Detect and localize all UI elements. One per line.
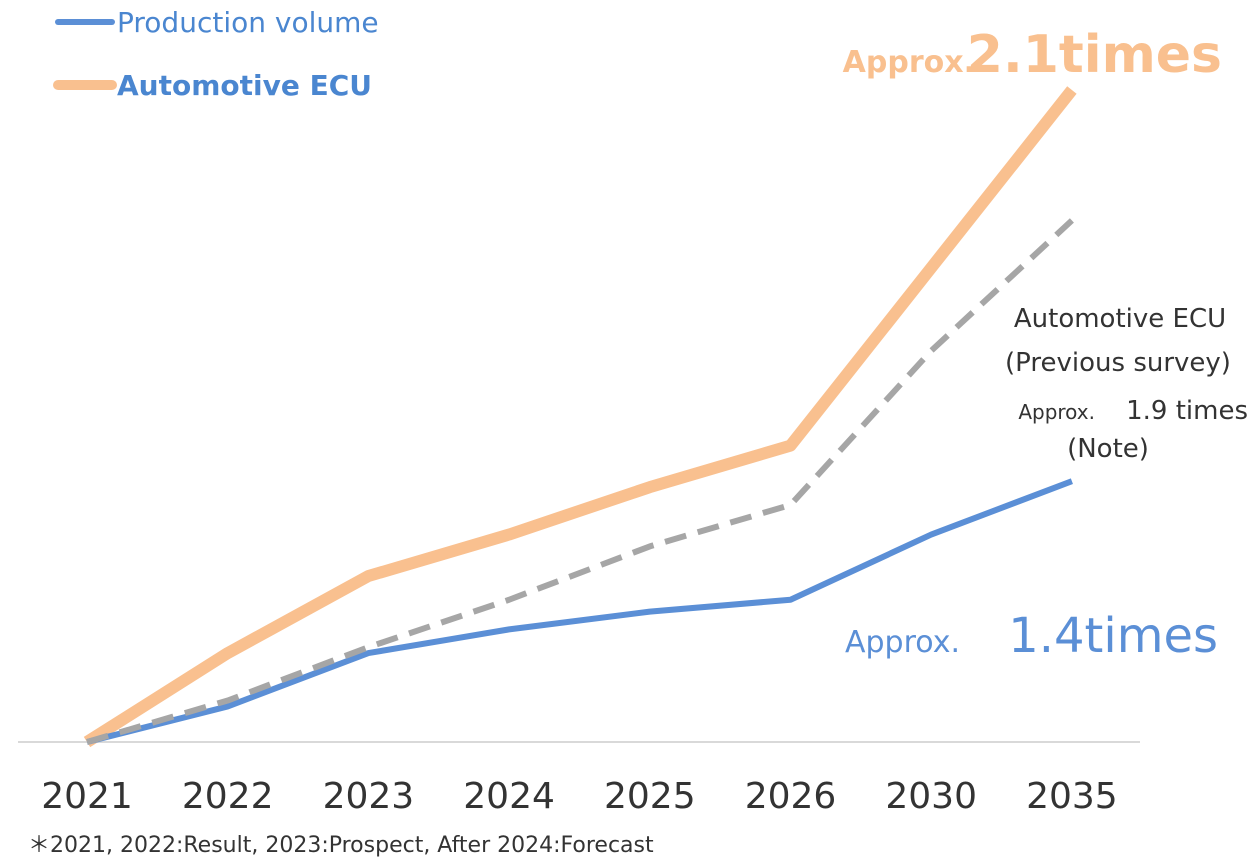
legend-label: Production volume bbox=[117, 6, 379, 39]
prev-label: Automotive ECU bbox=[1014, 304, 1226, 334]
prev-note: (Note) bbox=[1067, 434, 1149, 464]
x-tick-label: 2030 bbox=[885, 776, 977, 817]
line bbox=[83, 86, 1077, 748]
prod-ratio: 1.4times bbox=[1008, 608, 1218, 664]
ecu-prefix: Approx. bbox=[843, 45, 975, 80]
line bbox=[86, 478, 1073, 745]
legend-label: Automotive ECU bbox=[117, 69, 372, 102]
prev-prefix: Approx. bbox=[1018, 400, 1095, 424]
x-tick-label: 2023 bbox=[323, 776, 415, 817]
x-tick-label: 2024 bbox=[463, 776, 555, 817]
line bbox=[86, 218, 1074, 745]
ecu-ratio: 2.1times bbox=[967, 25, 1222, 85]
prev-label: (Previous survey) bbox=[1005, 348, 1231, 378]
x-tick-label: 2035 bbox=[1026, 776, 1118, 817]
x-tick-label: 2021 bbox=[41, 776, 133, 817]
prev-ratio: 1.9 times bbox=[1126, 396, 1248, 426]
footnote: ＊2021, 2022:Result, 2023:Prospect, After… bbox=[28, 833, 654, 858]
x-tick-label: 2026 bbox=[745, 776, 837, 817]
x-tick-label: 2022 bbox=[182, 776, 274, 817]
x-tick-label: 2025 bbox=[604, 776, 696, 817]
prod-prefix: Approx. bbox=[845, 625, 960, 660]
